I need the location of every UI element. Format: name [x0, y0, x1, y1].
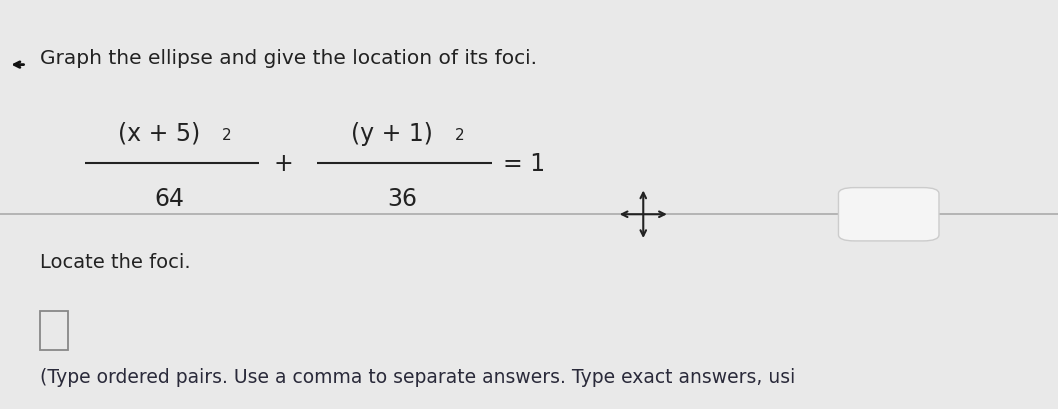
Text: (Type ordered pairs. Use a comma to separate answers. Type exact answers, usi: (Type ordered pairs. Use a comma to sepa… — [40, 368, 796, 387]
Text: +: + — [274, 152, 293, 175]
Text: = 1: = 1 — [503, 152, 545, 175]
Text: ⋯: ⋯ — [879, 206, 898, 224]
Text: 64: 64 — [154, 186, 184, 210]
Text: 36: 36 — [387, 186, 417, 210]
Text: (x + 5): (x + 5) — [117, 121, 200, 145]
Text: Graph the ellipse and give the location of its foci.: Graph the ellipse and give the location … — [40, 49, 537, 68]
Text: Locate the foci.: Locate the foci. — [40, 252, 190, 271]
Bar — [40, 311, 68, 350]
Text: 2: 2 — [455, 128, 464, 143]
FancyBboxPatch shape — [839, 188, 940, 241]
Text: 2: 2 — [222, 128, 232, 143]
Text: (y + 1): (y + 1) — [350, 121, 433, 145]
